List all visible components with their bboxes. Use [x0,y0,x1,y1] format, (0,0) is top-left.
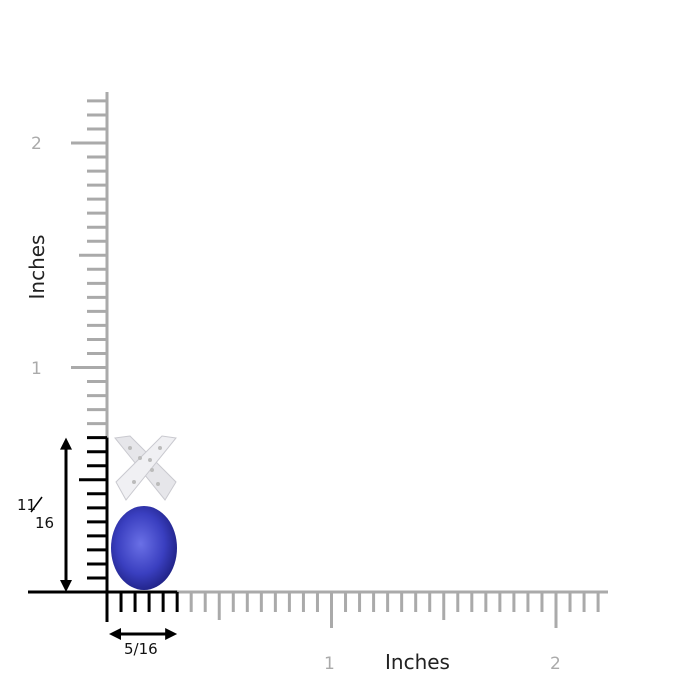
y-axis-label: Inches [25,234,49,300]
y-tick-label-1: 1 [31,359,42,379]
arrowhead-icon [165,628,178,640]
width-label: 5/16 [124,640,158,658]
height-numerator: 11 [17,496,37,514]
height-denominator: 16 [35,514,55,532]
y-tick-label-2: 2 [31,134,42,154]
arrowhead-icon [60,580,72,592]
arrowhead-icon [60,437,72,450]
x-tick-label-2: 2 [550,654,561,674]
x-tick-label-1: 1 [324,654,335,674]
x-axis-label: Inches [385,650,450,674]
fraction-slash [30,496,43,513]
arrowhead-icon [109,628,121,640]
pendant-image [111,435,177,590]
